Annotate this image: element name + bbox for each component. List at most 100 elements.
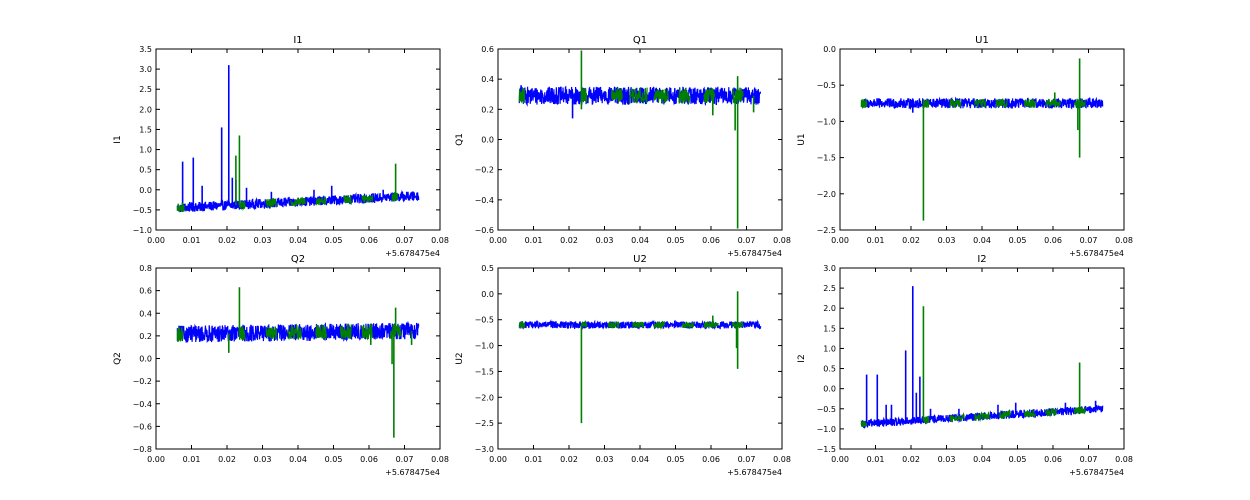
x-tick-label: 0.02 [902, 455, 920, 464]
series-green-line [1045, 408, 1058, 418]
series-green-line [518, 321, 526, 329]
plot-area [860, 286, 1104, 429]
series-green-line [315, 324, 327, 340]
subplot-q2: 0.00 0.01 0.02 0.03 0.04 0.05 0.06 0.07 0.08 −0.8… [113, 254, 449, 477]
x-tick-label: 0.02 [902, 236, 920, 245]
plot-area [518, 50, 762, 229]
x-tick-label: 0.00 [831, 236, 849, 245]
series-green-line [265, 326, 278, 340]
y-tick-label: 0.0 [823, 385, 836, 394]
series-green-line [653, 88, 669, 104]
x-tick-label: 0.03 [596, 455, 614, 464]
x-tick-label: 0.04 [973, 236, 991, 245]
y-tick-label: 1.0 [823, 344, 836, 353]
y-tick-label: −0.4 [133, 400, 152, 409]
y-tick-label: −2.5 [817, 226, 836, 235]
series-green-line [176, 201, 185, 212]
series-green-line [315, 196, 327, 206]
x-tick-label: 0.00 [489, 455, 507, 464]
x-offset-label: +5.678475e4 [727, 249, 782, 258]
y-tick-label: −1.5 [817, 445, 836, 454]
y-tick-label: 0.2 [481, 105, 494, 114]
x-tick-label: 0.03 [596, 236, 614, 245]
x-tick-label: 0.03 [938, 236, 956, 245]
series-green-line [860, 420, 868, 428]
series-green-line [1024, 98, 1036, 108]
subplot-q1: 0.00 0.01 0.02 0.03 0.04 0.05 0.06 0.07 0.08 −0.6… [455, 35, 791, 258]
x-tick-label: 0.01 [183, 455, 201, 464]
series-green-line [580, 87, 588, 103]
y-tick-label: −1.0 [817, 425, 836, 434]
x-tick-label: 0.00 [147, 236, 165, 245]
series-green-line [361, 194, 374, 204]
y-axis-label: U1 [797, 133, 807, 145]
x-tick-label: 0.08 [1115, 236, 1133, 245]
x-tick-label: 0.04 [631, 236, 649, 245]
x-tick-label: 0.07 [1080, 236, 1098, 245]
x-tick-label: 0.07 [396, 236, 414, 245]
y-tick-label: 0.0 [481, 290, 494, 299]
x-tick-label: 0.07 [396, 455, 414, 464]
y-tick-label: −0.4 [475, 196, 494, 205]
subplot-title: I1 [293, 35, 302, 46]
x-offset-label: +5.678475e4 [1069, 249, 1124, 258]
series-green-line [265, 197, 278, 209]
x-tick-label: 0.03 [938, 455, 956, 464]
y-axis-label: U2 [455, 352, 465, 364]
y-tick-label: 1.5 [139, 125, 152, 134]
y-tick-label: −1.0 [475, 342, 494, 351]
y-tick-label: 1.5 [823, 324, 836, 333]
y-axis-label: Q1 [455, 133, 465, 146]
series-green-line [678, 88, 691, 104]
series-green-line [607, 321, 620, 329]
subplot-u1: 0.00 0.01 0.02 0.03 0.04 0.05 0.06 0.07 0.08 −2.5… [797, 35, 1133, 258]
y-tick-label: 0.4 [481, 75, 494, 84]
y-tick-label: −1.5 [817, 154, 836, 163]
y-tick-label: −2.0 [475, 393, 494, 402]
x-tick-label: 0.02 [560, 455, 578, 464]
subplot-title: Q2 [291, 254, 305, 265]
x-tick-label: 0.05 [1009, 455, 1027, 464]
plot-area [860, 58, 1104, 221]
subplot-title: I2 [977, 254, 986, 265]
y-tick-label: −0.6 [475, 226, 494, 235]
plot-area [176, 287, 420, 438]
x-tick-label: 0.08 [431, 455, 449, 464]
subplot-title: U1 [975, 35, 989, 46]
x-tick-label: 0.07 [738, 236, 756, 245]
y-axis-label: I1 [113, 135, 123, 143]
x-tick-label: 0.03 [254, 236, 272, 245]
y-tick-label: 2.5 [823, 284, 836, 293]
x-tick-label: 0.04 [289, 455, 307, 464]
y-tick-label: 0.6 [481, 45, 494, 54]
x-tick-label: 0.00 [489, 236, 507, 245]
series-blue-line [518, 85, 762, 107]
subplot-i2: 0.00 0.01 0.02 0.03 0.04 0.05 0.06 0.07 0.08 −1.5… [797, 254, 1133, 477]
x-tick-label: 0.06 [360, 455, 378, 464]
series-green-line [995, 97, 1008, 108]
y-tick-label: −0.5 [133, 206, 152, 215]
x-tick-label: 0.02 [560, 236, 578, 245]
series-green-line [632, 321, 645, 329]
x-tick-label: 0.01 [183, 236, 201, 245]
series-green-line [703, 320, 719, 329]
y-tick-label: −0.8 [133, 445, 152, 454]
x-offset-label: +5.678475e4 [1069, 468, 1124, 477]
x-tick-label: 0.01 [867, 236, 885, 245]
y-tick-label: 0.4 [139, 309, 152, 318]
y-axis-label: I2 [797, 354, 807, 362]
subplot-grid: 0.00 0.01 0.02 0.03 0.04 0.05 0.06 0.07 0.08 −1.0… [113, 35, 1133, 477]
series-green-line [238, 325, 246, 341]
y-tick-label: −1.0 [133, 226, 152, 235]
x-tick-label: 0.06 [702, 236, 720, 245]
x-tick-label: 0.07 [738, 455, 756, 464]
series-green-line [974, 411, 990, 423]
y-tick-label: 0.0 [139, 355, 152, 364]
x-tick-label: 0.00 [147, 455, 165, 464]
x-tick-label: 0.06 [1044, 455, 1062, 464]
x-tick-label: 0.04 [631, 455, 649, 464]
series-green-line [922, 98, 930, 108]
x-tick-label: 0.01 [525, 455, 543, 464]
series-green-line [391, 192, 398, 202]
